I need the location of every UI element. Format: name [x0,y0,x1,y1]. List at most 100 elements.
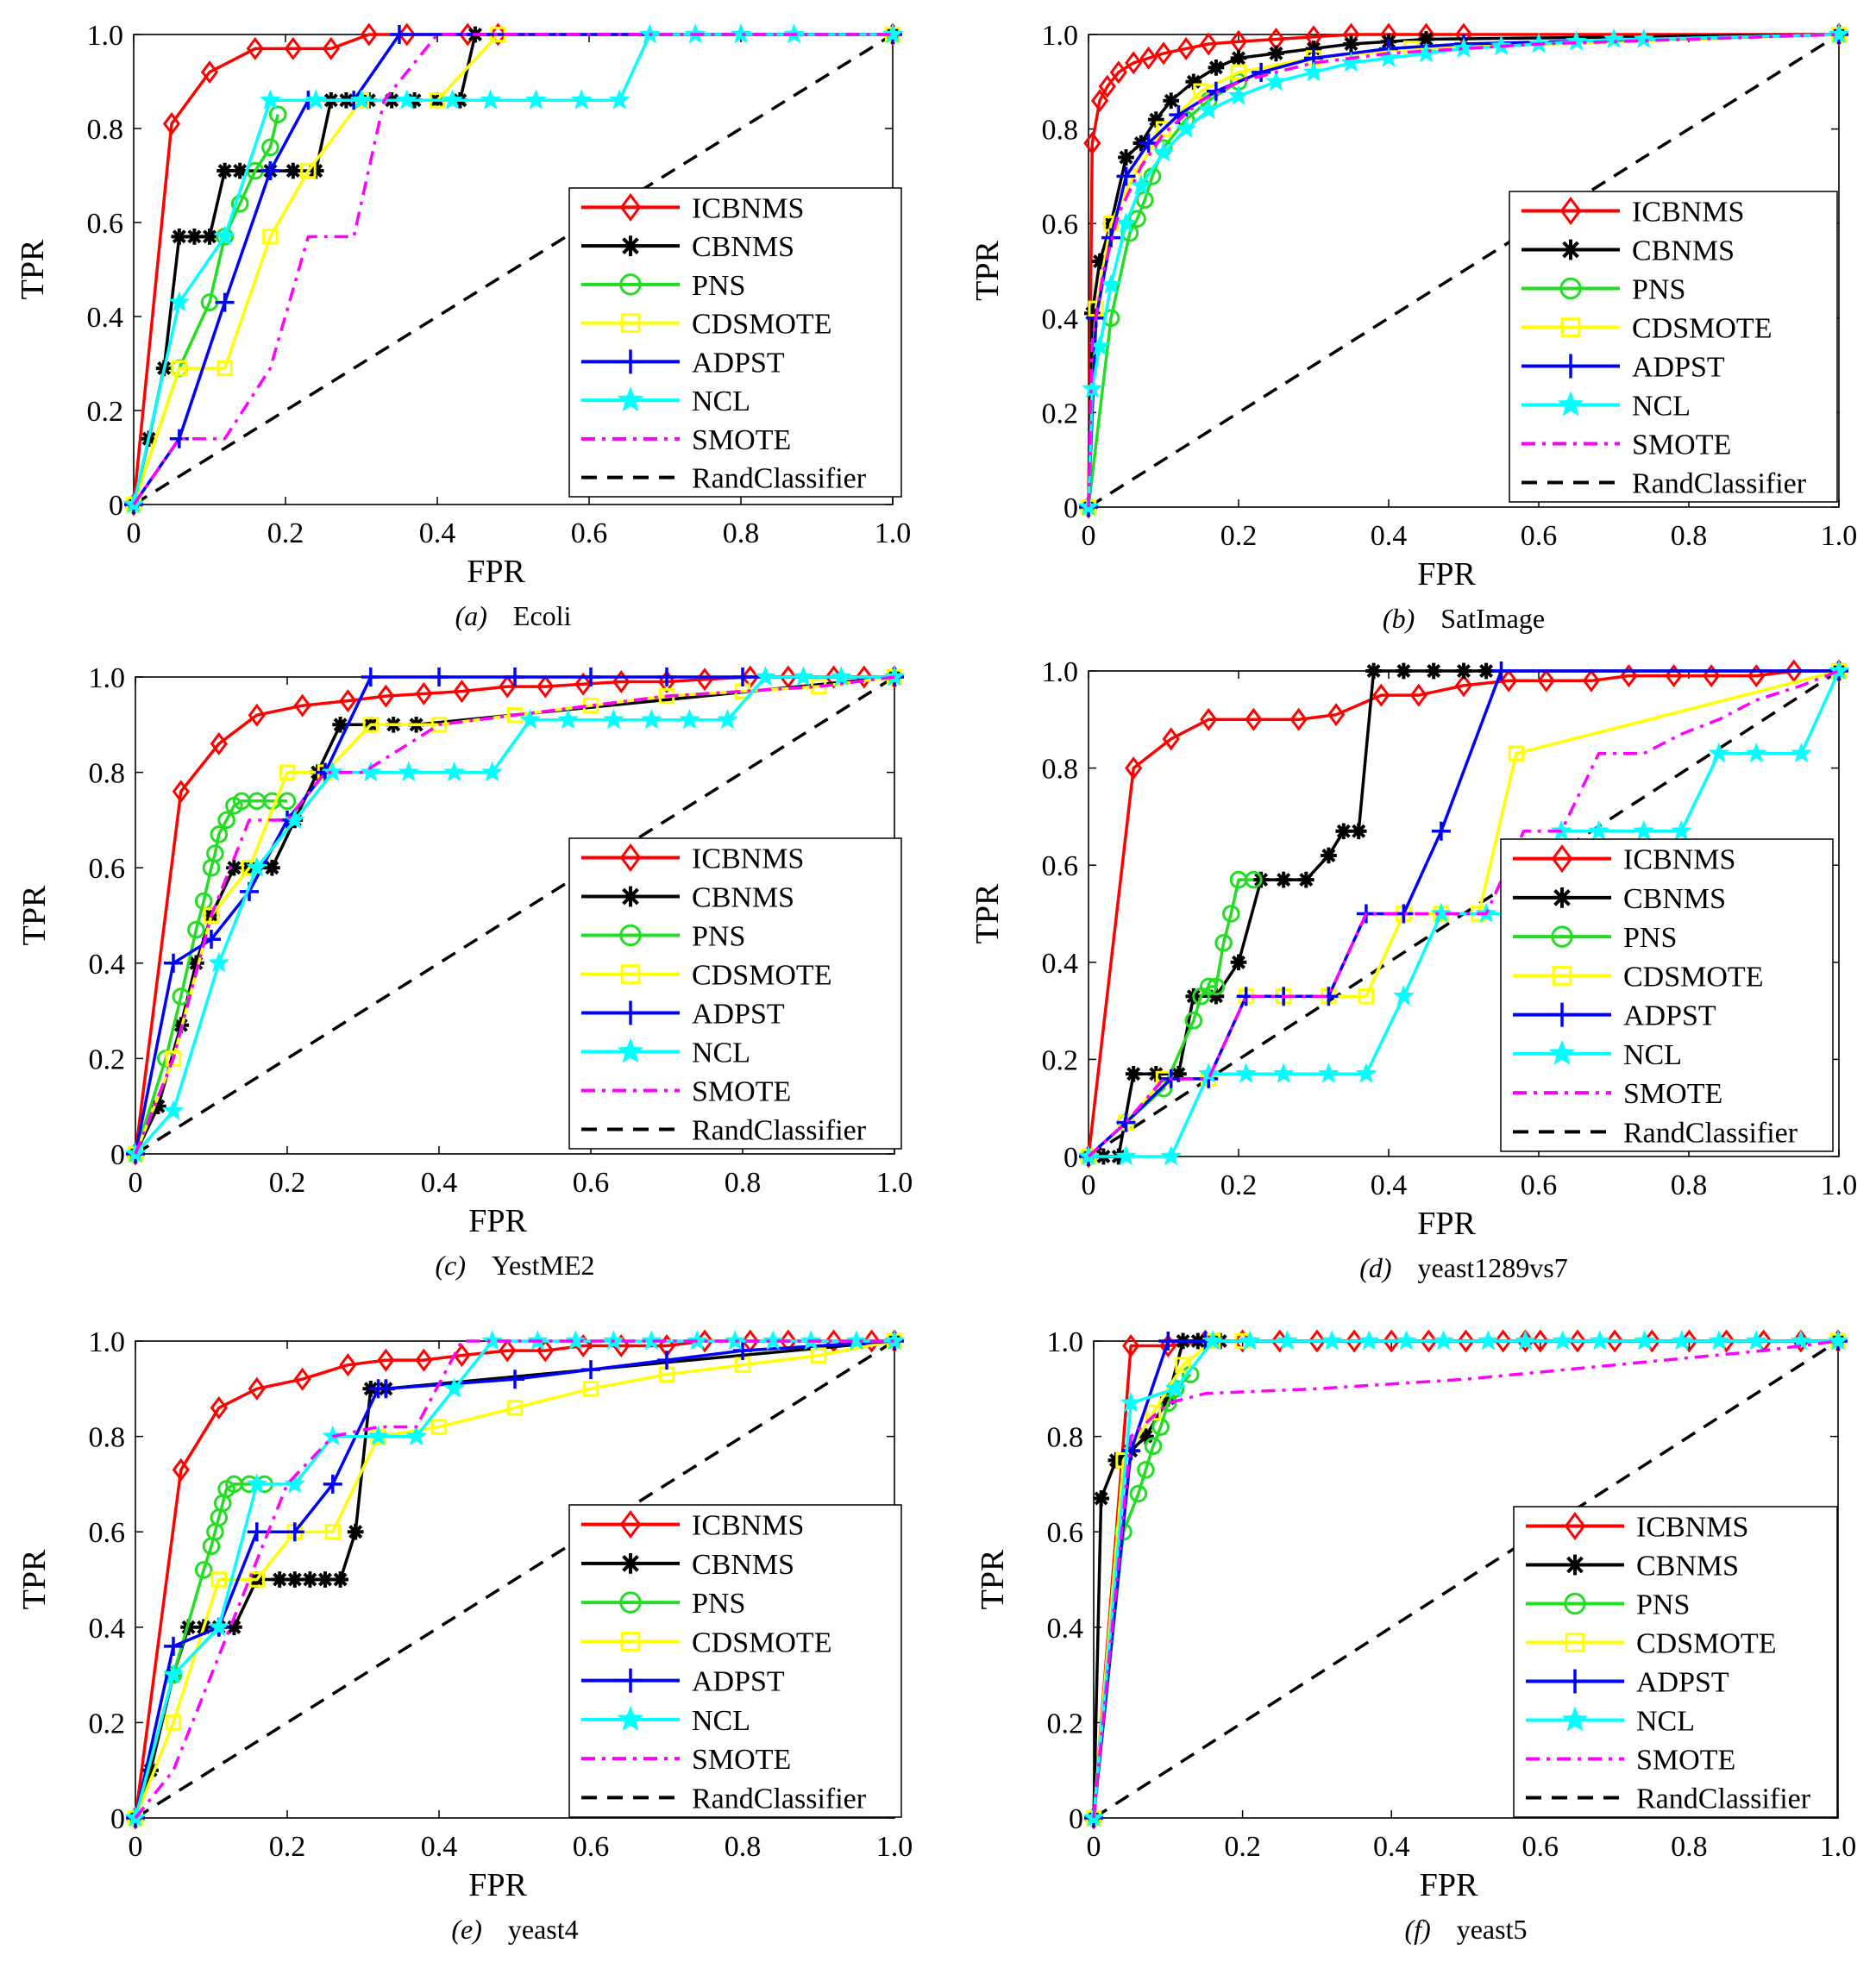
panel-caption-name: yeast5 [1457,1914,1528,1945]
data-point [302,1571,318,1588]
data-point [1671,1330,1693,1351]
legend-label-randclassifier: RandClassifier [1632,468,1807,500]
data-point [332,1571,348,1588]
data-point [1185,73,1202,91]
data-point [162,1100,185,1120]
panel-caption: (d) yeast1289vs7 [1359,1252,1568,1283]
data-point [367,1425,389,1446]
x-tick-label: 0.8 [1671,1169,1708,1201]
data-point [1277,1330,1298,1351]
legend-marker-adpst [1550,1002,1574,1027]
legend: ICBNMS CBNMS PNS CDSMOTE ADPST NCL SMOTE RandCl… [1509,191,1838,503]
data-point [322,36,340,60]
series-smote [134,675,895,1155]
legend-label-icbnms: ICBNMS [1623,844,1735,876]
data-point [657,670,676,694]
series-line-randclassifier [1088,33,1840,509]
data-point [641,708,662,730]
x-tick-label: 0 [127,517,141,549]
legend-marker-ncl [1557,391,1584,417]
y-tick-label: 0.2 [1042,398,1079,429]
panel-caption-letter: (d) [1359,1252,1391,1283]
data-point [1227,85,1250,105]
data-point [1634,1330,1655,1351]
legend-label-randclassifier: RandClassifier [692,1115,867,1147]
x-axis-label: FPR [1420,1867,1478,1903]
data-point [1125,1065,1142,1082]
data-point [260,161,280,181]
legend-label-adpst: ADPST [692,347,785,379]
legend: ICBNMS CBNMS PNS CDSMOTE ADPST NCL SMOTE RandCl… [568,837,902,1150]
series-line-randclassifier [135,1339,895,1820]
data-point [724,1330,746,1351]
legend-label-cbnms: CBNMS [1623,883,1726,915]
data-point [1393,985,1415,1006]
data-point [293,693,311,718]
data-point [1396,1330,1417,1351]
data-point [1589,1330,1611,1351]
data-point [1552,1330,1574,1351]
legend-marker-adpst [1559,354,1583,379]
data-point [730,22,752,44]
data-point [260,89,281,110]
data-point [360,761,382,782]
legend-marker-ncl [617,1705,644,1731]
data-point [1197,1062,1220,1083]
legend-marker-ncl [1548,1039,1576,1065]
legend-label-icbnms: ICBNMS [692,843,804,875]
data-point [279,764,296,780]
data-point [793,666,814,686]
x-tick-label: 0.8 [1671,520,1708,552]
data-point [755,666,776,686]
data-point [1145,1404,1162,1421]
legend-marker-cdsmote [620,313,641,333]
data-point [208,1615,230,1637]
data-point [1084,304,1101,322]
y-axis-label: TPR [15,239,51,299]
legend-label-randclassifier: RandClassifier [692,1783,867,1815]
data-point [1454,674,1473,698]
panel-caption-name: SatImage [1440,603,1545,634]
series-line-smote [1087,669,1840,1158]
data-point [268,105,287,123]
data-point [248,1376,266,1401]
data-point [1230,64,1247,81]
y-tick-label: 1.0 [1047,1326,1084,1358]
data-point [1098,74,1116,98]
y-tick-label: 1.0 [1042,20,1079,52]
data-point [300,162,317,179]
data-point [304,89,327,110]
data-point [489,22,507,47]
data-point [200,60,219,85]
legend-marker-cdsmote [1560,317,1581,337]
data-point [1343,35,1359,53]
legend-marker-ncl [617,386,644,412]
legend-label-cbnms: CBNMS [692,231,794,263]
data-point [1120,1391,1142,1413]
legend-marker-icbnms [1564,1512,1586,1540]
data-point [1158,1332,1178,1351]
data-point [162,1664,185,1684]
legend-label-cbnms: CBNMS [692,882,794,914]
data-point [1176,36,1195,60]
data-point [1272,1062,1295,1083]
y-tick-label: 0.6 [1042,850,1079,882]
panel-caption: (a) Ecoli [455,600,572,631]
data-point [164,953,183,973]
panel-caption-letter: (c) [436,1250,467,1281]
x-tick-label: 0.2 [1220,1169,1258,1201]
data-point [1430,902,1452,923]
data-point [1431,821,1451,841]
data-point [557,708,579,730]
data-point [1452,37,1475,58]
data-point [376,1379,396,1399]
data-point [1365,662,1382,680]
data-point [1091,253,1108,270]
legend-label-cbnms: CBNMS [1636,1551,1739,1583]
x-tick-label: 0 [1087,1831,1101,1863]
data-point [1478,1330,1499,1351]
data-point [1208,987,1225,1005]
data-point [415,1348,433,1372]
data-point [1164,1377,1187,1398]
data-point [603,708,624,730]
